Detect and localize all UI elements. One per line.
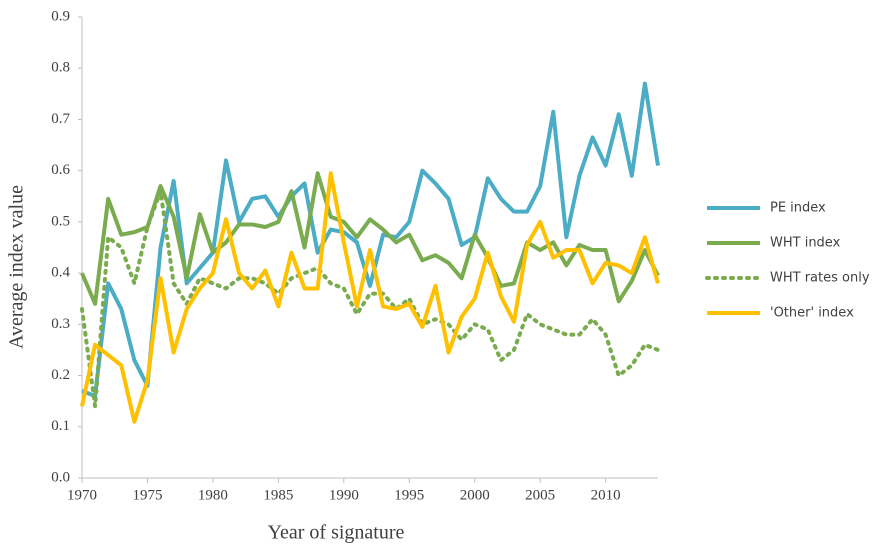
y-tick-label: 0.5 [51,213,70,229]
y-tick-label: 0.2 [51,367,70,383]
x-tick-label: 2005 [525,487,555,503]
legend-label: WHT index [770,236,841,251]
series-line [80,171,660,424]
x-axis-label: Year of signature [268,522,405,544]
y-tick-label: 0.9 [51,8,70,24]
y-tick-label: 0.7 [51,111,70,127]
x-tick-label: 2010 [591,487,621,503]
x-tick-label: 1985 [263,487,293,503]
y-tick-label: 0.3 [51,316,70,332]
series-line [80,171,660,306]
y-tick-label: 0.6 [51,162,70,178]
legend-label: 'Other' index [770,306,854,321]
y-tick-label: 0.4 [51,265,70,281]
y-axis-label: Average index value [6,185,28,349]
legend-label: WHT rates only [770,271,870,286]
x-tick-label: 2000 [460,487,490,503]
series-line [80,189,660,409]
y-tick-label: 0.8 [51,60,70,76]
y-tick-label: 0.1 [51,418,70,434]
x-tick-label: 1975 [132,487,162,503]
x-tick-label: 1970 [67,487,97,503]
x-tick-label: 1990 [329,487,359,503]
x-tick-label: 1995 [394,487,424,503]
series-line [81,81,660,399]
x-tick-label: 1980 [198,487,228,503]
y-tick-label: 0.0 [51,469,70,485]
legend-label: PE index [770,201,826,216]
